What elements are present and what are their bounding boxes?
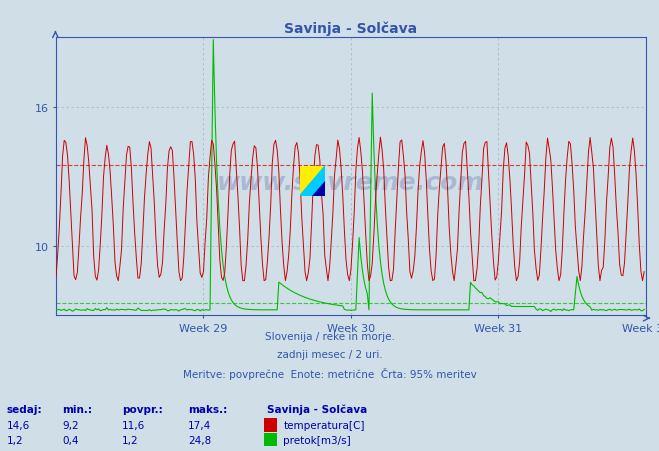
- Text: Meritve: povprečne  Enote: metrične  Črta: 95% meritev: Meritve: povprečne Enote: metrične Črta:…: [183, 368, 476, 380]
- Text: zadnji mesec / 2 uri.: zadnji mesec / 2 uri.: [277, 350, 382, 359]
- Text: 9,2: 9,2: [63, 420, 79, 430]
- Text: maks.:: maks.:: [188, 404, 227, 414]
- Text: 1,2: 1,2: [7, 435, 23, 445]
- Text: 11,6: 11,6: [122, 420, 145, 430]
- Title: Savinja - Solčava: Savinja - Solčava: [284, 21, 418, 36]
- Polygon shape: [312, 182, 325, 196]
- Text: temperatura[C]: temperatura[C]: [283, 420, 365, 430]
- Polygon shape: [300, 167, 325, 196]
- Text: pretok[m3/s]: pretok[m3/s]: [283, 435, 351, 445]
- Text: www.si-vreme.com: www.si-vreme.com: [217, 170, 484, 194]
- Text: povpr.:: povpr.:: [122, 404, 163, 414]
- Text: 14,6: 14,6: [7, 420, 30, 430]
- Polygon shape: [300, 167, 325, 196]
- Text: Savinja - Solčava: Savinja - Solčava: [267, 404, 367, 414]
- Text: min.:: min.:: [63, 404, 93, 414]
- Text: sedaj:: sedaj:: [7, 404, 42, 414]
- Text: 24,8: 24,8: [188, 435, 211, 445]
- Text: 0,4: 0,4: [63, 435, 79, 445]
- Text: Slovenija / reke in morje.: Slovenija / reke in morje.: [264, 331, 395, 341]
- Text: 17,4: 17,4: [188, 420, 211, 430]
- Text: 1,2: 1,2: [122, 435, 138, 445]
